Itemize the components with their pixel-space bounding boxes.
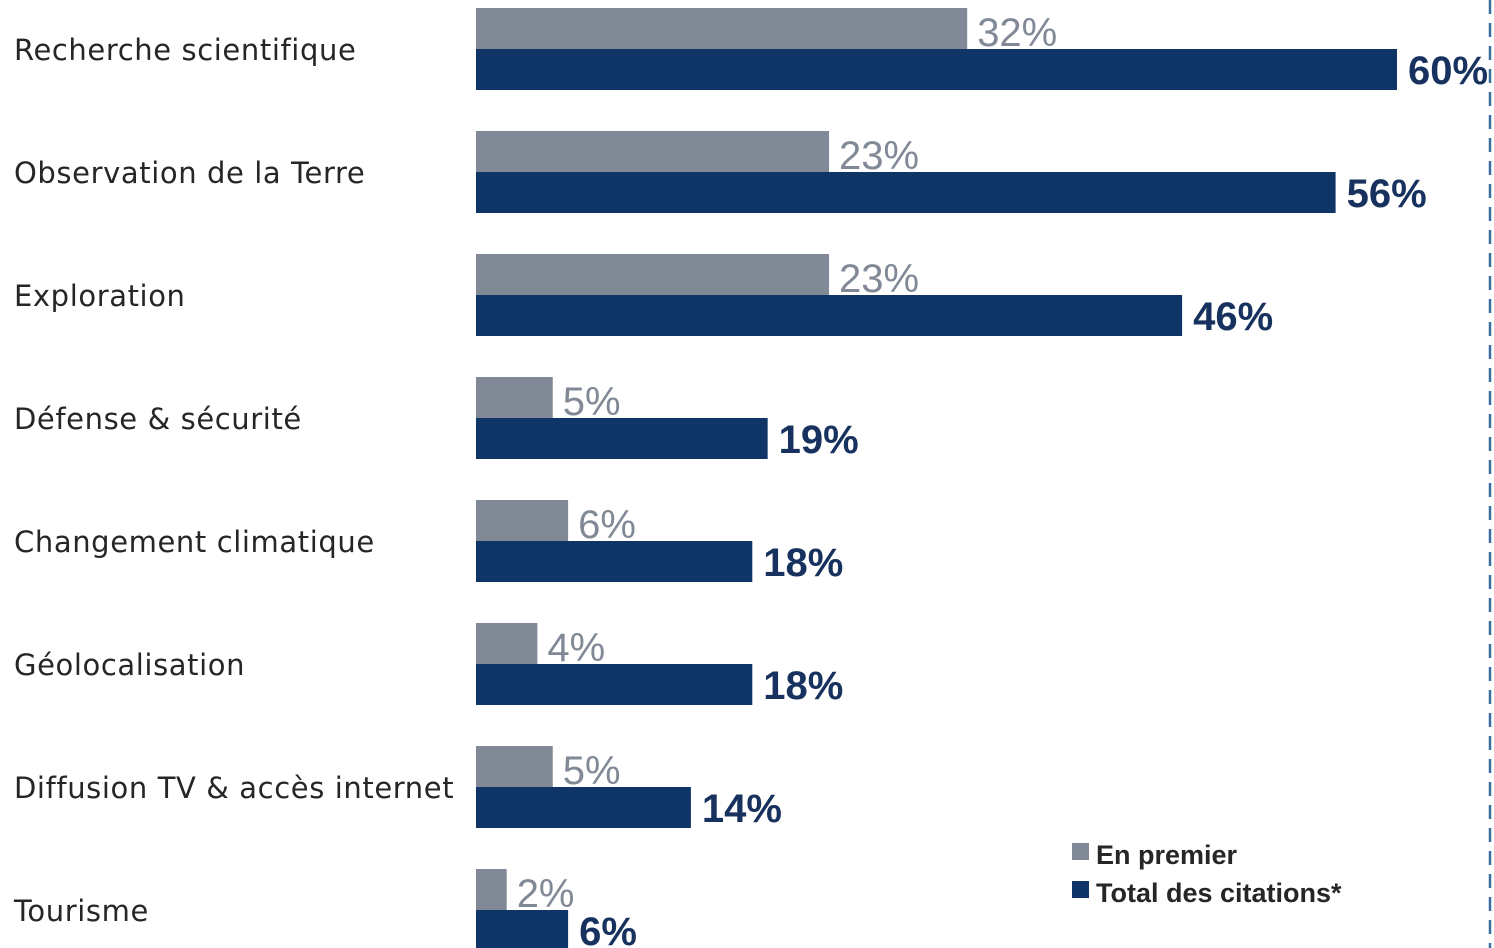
data-label: 5% [563, 380, 621, 424]
category-group-defense-and-securite: Défense & sécurité 5% 19% [14, 377, 859, 462]
bar-en-premier-tourisme [476, 869, 507, 910]
data-label: 56% [1347, 172, 1427, 216]
data-label: 4% [547, 626, 605, 670]
bar-en-premier-geolocalisation [476, 623, 538, 664]
category-label: Tourisme [13, 894, 149, 928]
bar-total-citations-defense-and-securite [476, 418, 768, 459]
data-label: 19% [779, 418, 859, 462]
category-group-diffusion-tv-and-acces-internet: Diffusion TV & accès internet 5% 14% [14, 746, 782, 831]
bar-en-premier-changement-climatique [476, 500, 569, 541]
bar-total-citations-observation-de-la-terre [476, 172, 1336, 213]
category-group-tourisme: Tourisme 2%6% [13, 869, 637, 948]
bar-en-premier-recherche-scientifique [476, 8, 968, 49]
legend-label-en-premier: En premier [1096, 840, 1238, 870]
bar-en-premier-observation-de-la-terre [476, 131, 830, 172]
category-label: Changement climatique [14, 525, 375, 559]
legend: En premier Total des citations* [1072, 840, 1342, 908]
data-label: 2% [517, 872, 575, 916]
bar-en-premier-diffusion-tv-and-acces-internet [476, 746, 553, 787]
bar-total-citations-geolocalisation [476, 664, 753, 705]
bar-total-citations-recherche-scientifique [476, 49, 1397, 90]
data-label: 23% [839, 257, 919, 301]
category-label: Défense & sécurité [14, 402, 302, 436]
data-label: 6% [579, 910, 637, 948]
bar-total-citations-diffusion-tv-and-acces-internet [476, 787, 691, 828]
category-group-observation-de-la-terre: Observation de la Terre 23% 56% [14, 131, 1427, 216]
legend-swatch-total-des-citations [1072, 881, 1089, 898]
bar-total-citations-changement-climatique [476, 541, 753, 582]
bar-total-citations-exploration [476, 295, 1183, 336]
category-label: Recherche scientifique [14, 33, 356, 67]
category-group-exploration: Exploration 23% 46% [14, 254, 1273, 339]
category-label: Exploration [14, 279, 186, 313]
data-label: 46% [1193, 295, 1273, 339]
legend-label-total-des-citations: Total des citations* [1096, 878, 1342, 908]
data-label: 5% [563, 749, 621, 793]
legend-swatch-en-premier [1072, 843, 1089, 860]
data-label: 6% [578, 503, 636, 547]
data-label: 23% [839, 134, 919, 178]
category-label: Diffusion TV & accès internet [14, 771, 454, 805]
data-label: 60% [1408, 49, 1488, 93]
bar-total-citations-tourisme [476, 910, 569, 948]
category-group-recherche-scientifique: Recherche scientifique 32% 60% [14, 8, 1488, 93]
data-label: 14% [702, 787, 782, 831]
plot-area: Recherche scientifique 32% 60% Observation … [13, 8, 1488, 948]
data-label: 18% [763, 541, 843, 585]
bar-en-premier-defense-and-securite [476, 377, 553, 418]
category-group-geolocalisation: Géolocalisation 4% 18% [14, 623, 843, 708]
category-group-changement-climatique: Changement climatique 6% 18% [14, 500, 843, 585]
category-label: Géolocalisation [14, 648, 245, 682]
data-label: 18% [763, 664, 843, 708]
data-label: 32% [977, 11, 1057, 55]
bar-en-premier-exploration [476, 254, 830, 295]
category-label: Observation de la Terre [14, 156, 365, 190]
